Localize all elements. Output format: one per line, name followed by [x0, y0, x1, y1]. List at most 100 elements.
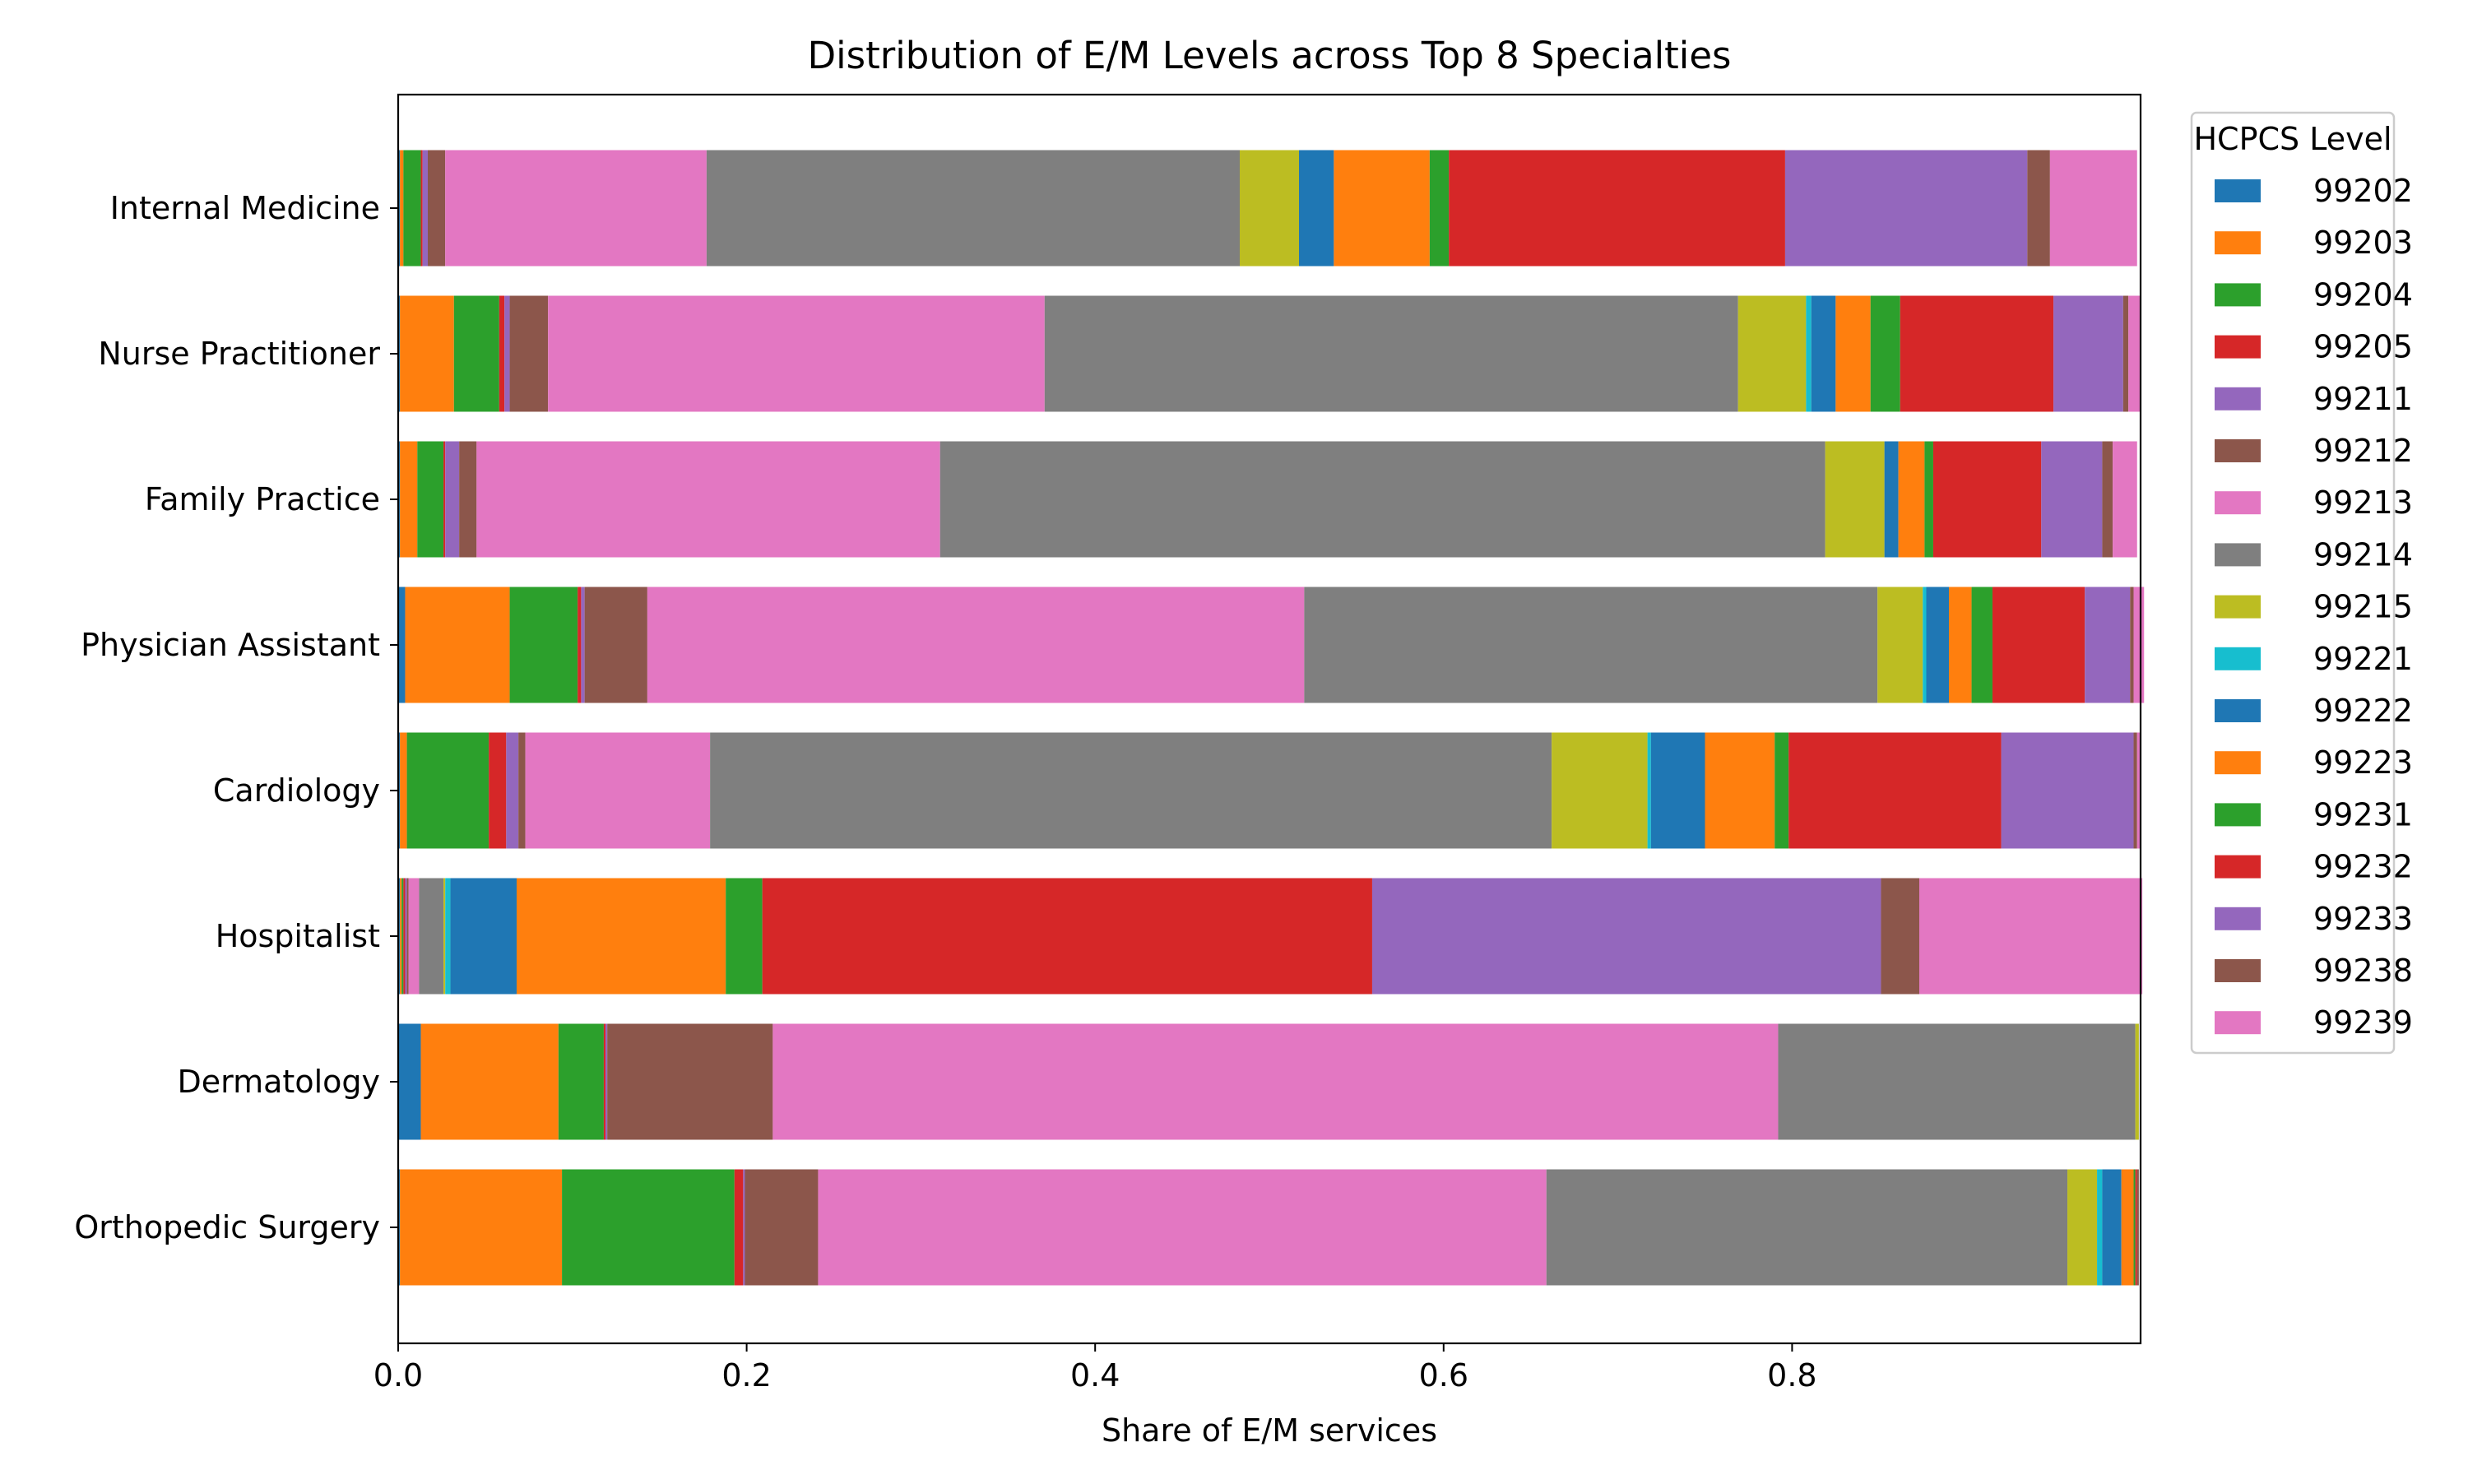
bar-segment-99223: [2121, 1169, 2134, 1286]
bar-segment-99205: [443, 441, 446, 558]
bar-segment-99223: [1835, 295, 1871, 412]
y-tick-label: Orthopedic Surgery: [74, 1209, 380, 1245]
bar-segment-99232: [1992, 587, 2085, 703]
legend-items: 99202 99203 99204 99205 99211 99212 99213 99214…: [2215, 173, 2413, 1041]
bar-segment-99212: [607, 1023, 773, 1140]
bar-segment-99203: [405, 587, 510, 703]
bar-segment-99238: [2027, 150, 2050, 267]
bar-segment-99233: [1371, 878, 1881, 995]
bar-segment-99215: [1552, 732, 1648, 849]
y-tick-label: Physician Assistant: [81, 627, 380, 663]
legend-swatch-99238: [2215, 959, 2261, 982]
legend-label: 99203: [2313, 225, 2413, 261]
legend-label: 99223: [2313, 744, 2413, 781]
bar-segment-99221: [1647, 732, 1651, 849]
bar-segment-99202: [398, 587, 406, 703]
legend-swatch-99205: [2215, 335, 2261, 359]
bar-segment-99233: [2053, 295, 2123, 412]
bars-layer: [398, 150, 2145, 1286]
bar-segment-99205: [489, 732, 507, 849]
bar-segment-99238: [1881, 878, 1920, 995]
bar-segment-99232: [1932, 441, 2042, 558]
bar-segment-99223: [517, 878, 726, 995]
legend-swatch-99212: [2215, 439, 2261, 462]
bar-segment-99239: [2049, 150, 2137, 267]
bar-segment-99205: [499, 295, 505, 412]
bar-segment-99239: [1919, 878, 2143, 995]
bar-segment-99213: [445, 150, 707, 267]
legend-swatch-99239: [2215, 1011, 2261, 1035]
bar-segment-99221: [445, 878, 451, 995]
bar-segment-99212: [406, 878, 409, 995]
y-tick-label: Cardiology: [213, 772, 380, 809]
bar-segment-99214: [706, 150, 1240, 267]
legend-swatch-99204: [2215, 283, 2261, 307]
legend-label: 99213: [2313, 485, 2413, 521]
x-tick-label: 0.4: [1070, 1357, 1120, 1394]
y-axis: Internal Medicine Nurse Practitioner Famil…: [74, 190, 398, 1245]
legend-label: 99212: [2313, 433, 2413, 469]
bar-segment-99239: [2136, 732, 2141, 849]
bar-segment-99222: [1299, 150, 1334, 267]
bar-segment-99213: [647, 587, 1305, 703]
bar-segment-99214: [1778, 1023, 2136, 1140]
legend-swatch-99214: [2215, 543, 2261, 567]
bar-segment-99213: [525, 732, 711, 849]
legend-label: 99231: [2313, 796, 2413, 832]
bar-segment-99212: [509, 295, 549, 412]
bar-segment-99231: [1429, 150, 1450, 267]
bar-segment-99223: [1949, 587, 1972, 703]
bar-segment-99222: [1650, 732, 1705, 849]
bar-segment-99233: [2085, 587, 2131, 703]
bar-segment-99213: [772, 1023, 1779, 1140]
bar-segment-99222: [450, 878, 517, 995]
bar-segment-99232: [762, 878, 1372, 995]
bar-segment-99205: [420, 150, 423, 267]
bar-segment-99231: [1924, 441, 1933, 558]
legend-swatch-99202: [2215, 179, 2261, 202]
x-tick-label: 0.2: [721, 1357, 771, 1394]
bar-segment-99222: [1811, 295, 1836, 412]
bar-segment-99203: [400, 150, 404, 267]
x-tick-label: 0.0: [373, 1357, 423, 1394]
bar-segment-99238: [2122, 295, 2129, 412]
bar-segment-99231: [726, 878, 763, 995]
bar-segment-99238: [2136, 1169, 2139, 1286]
bar-segment-99231: [1870, 295, 1900, 412]
legend-label: 99205: [2313, 329, 2413, 365]
bar-segment-99238: [2102, 441, 2113, 558]
bar-segment-99214: [1044, 295, 1738, 412]
bar-segment-99203: [400, 878, 402, 995]
bar-segment-99203: [400, 1169, 563, 1286]
bar-segment-99205: [734, 1169, 744, 1286]
bar-segment-99204: [558, 1023, 604, 1140]
legend-label: 99221: [2313, 641, 2413, 677]
bar-segment-99221: [2097, 1169, 2103, 1286]
bar-segment-99238: [2133, 732, 2137, 849]
legend-title: HCPCS Level: [2193, 121, 2391, 157]
bar-segment-99238: [2130, 587, 2134, 703]
legend: HCPCS Level 9920299203992049920599211992…: [2190, 111, 2413, 1055]
bar-segment-99204: [562, 1169, 735, 1286]
bar-segment-99214: [710, 732, 1552, 849]
bar-segment-99223: [1898, 441, 1925, 558]
legend-swatch-99232: [2215, 855, 2261, 879]
bar-segment-99211: [605, 1023, 608, 1140]
bar-segment-99215: [1239, 150, 1299, 267]
bar-segment-99215: [2067, 1169, 2098, 1286]
bar-segment-99232: [1788, 732, 2002, 849]
bar-segment-99239: [2133, 587, 2145, 703]
bar-segment-99215: [1877, 587, 1923, 703]
bar-segment-99223: [1705, 732, 1775, 849]
bar-segment-99231: [1971, 587, 1992, 703]
bar-segment-99204: [406, 732, 489, 849]
bar-segment-99221: [1806, 295, 1812, 412]
legend-swatch-99213: [2215, 491, 2261, 515]
bar-segment-99204: [453, 295, 499, 412]
legend-label: 99215: [2313, 589, 2413, 625]
bar-segment-99204: [401, 878, 404, 995]
bar-segment-99231: [1774, 732, 1789, 849]
y-tick-label: Internal Medicine: [110, 190, 380, 226]
legend-label: 99222: [2313, 693, 2413, 729]
